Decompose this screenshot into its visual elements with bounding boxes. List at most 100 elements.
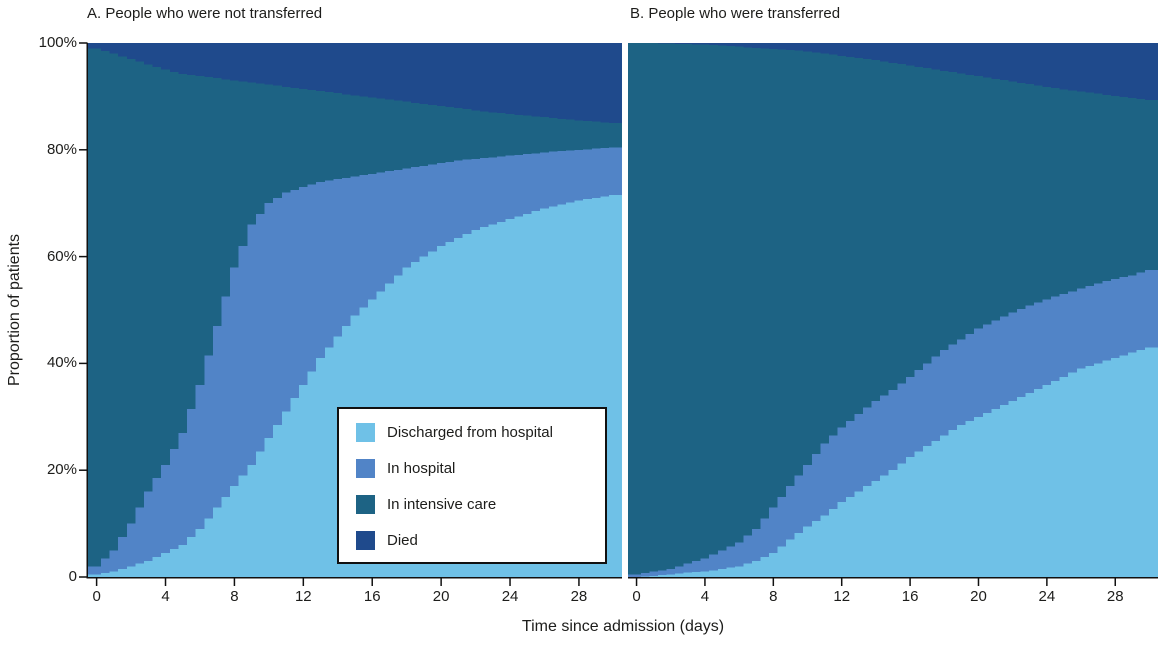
stack-column-segment	[88, 48, 102, 577]
stack-column-segment	[845, 56, 856, 578]
x-tick-label: 4	[161, 588, 170, 605]
stack-column-segment	[683, 572, 693, 577]
stack-column-segment	[743, 535, 753, 577]
legend-swatch-intensive-care	[356, 495, 375, 514]
stack-column-segment	[290, 189, 300, 577]
stack-column-segment	[178, 544, 188, 577]
stack-column-segment	[863, 59, 873, 577]
stack-column-segment	[628, 43, 642, 577]
stack-column-segment	[965, 74, 975, 577]
x-tick-label: 24	[1038, 588, 1056, 605]
stack-column-segment	[709, 45, 719, 578]
stack-column-segment	[1102, 360, 1112, 577]
stack-column-segment	[88, 566, 102, 577]
stack-column-segment	[557, 204, 567, 577]
stack-column-segment	[760, 518, 770, 577]
stack-column-segment	[1034, 388, 1044, 577]
stack-column-segment	[709, 570, 719, 577]
stack-column-segment	[957, 73, 967, 578]
stack-column-segment	[709, 554, 719, 577]
stack-column-segment	[666, 43, 676, 578]
x-tick-label: 12	[833, 588, 851, 605]
stack-column-segment	[734, 566, 744, 577]
stack-column-segment	[1025, 392, 1035, 577]
stack-column-segment	[897, 463, 907, 577]
stack-column-segment	[905, 456, 915, 577]
stack-column-segment	[700, 44, 710, 578]
x-tick-label: 24	[501, 588, 519, 605]
stack-column-segment	[811, 52, 821, 577]
stack-column-segment	[854, 57, 864, 577]
stack-column-segment	[982, 412, 992, 577]
x-tick-label: 20	[970, 588, 987, 605]
stack-column-segment	[299, 384, 309, 577]
stack-column-segment	[574, 200, 584, 577]
stack-column-segment	[888, 62, 898, 578]
stack-column-segment	[1076, 368, 1086, 577]
stack-column-segment	[940, 435, 950, 577]
stack-column-segment	[221, 496, 231, 577]
stack-column-segment	[974, 416, 984, 577]
stack-column-segment	[700, 558, 710, 577]
stack-column-segment	[100, 558, 111, 577]
stack-column-segment	[692, 44, 702, 577]
stack-column-segment	[726, 546, 736, 577]
legend-item: In hospital	[356, 459, 605, 478]
stack-column-segment	[649, 575, 659, 577]
stack-column-segment	[914, 451, 924, 577]
stack-column-segment	[100, 572, 111, 577]
stack-column-segment	[751, 528, 761, 577]
stack-column-segment	[999, 404, 1009, 577]
stack-column-segment	[1110, 358, 1121, 577]
stack-column-segment	[178, 432, 188, 577]
stack-column-segment	[591, 197, 601, 578]
stack-column-segment	[726, 567, 736, 577]
stack-column-segment	[540, 208, 550, 578]
stack-column-segment	[769, 48, 779, 577]
stack-column-segment	[273, 424, 283, 577]
stack-column-segment	[743, 47, 753, 578]
stack-column-segment	[1145, 347, 1158, 577]
stack-column-segment	[109, 550, 119, 577]
stack-column-segment	[803, 526, 813, 577]
stack-column-segment	[522, 213, 533, 577]
stack-column-segment	[290, 398, 300, 577]
stack-column-segment	[974, 76, 984, 577]
stack-column-segment	[135, 61, 145, 577]
stack-column-segment	[828, 435, 838, 577]
stack-column-segment	[583, 199, 593, 577]
stack-column-segment	[649, 571, 659, 577]
x-tick-label: 16	[363, 588, 381, 605]
y-tick-label: 100%	[38, 34, 77, 51]
stack-column-segment	[854, 491, 864, 577]
legend: Discharged from hospital In hospital In …	[337, 407, 607, 564]
stack-column-segment	[931, 69, 941, 578]
stack-column-segment	[566, 202, 576, 578]
stack-column-segment	[1068, 372, 1078, 577]
stack-column-segment	[880, 61, 890, 578]
stack-column-segment	[905, 65, 915, 577]
stack-column-segment	[273, 197, 283, 578]
stack-column-segment	[100, 51, 111, 577]
stack-column-segment	[88, 574, 102, 577]
stack-column-segment	[692, 572, 702, 577]
stack-column-segment	[497, 221, 507, 577]
stack-column-segment	[922, 446, 932, 577]
stack-column-segment	[769, 552, 779, 577]
stack-column-segment	[751, 47, 761, 577]
stack-column-segment	[212, 507, 222, 577]
x-tick-label: 8	[769, 588, 778, 605]
stack-column-segment	[316, 358, 326, 577]
stack-column-segment	[777, 496, 787, 577]
stack-column-segment	[1085, 366, 1095, 577]
stack-column-segment	[957, 424, 967, 577]
stack-column-segment	[204, 77, 214, 578]
x-tick-label: 4	[700, 588, 710, 605]
stack-column-segment	[880, 475, 890, 577]
legend-swatch-died	[356, 531, 375, 550]
stack-column-segment	[1119, 355, 1129, 577]
stack-column-segment	[324, 347, 334, 577]
stack-column-segment	[299, 187, 309, 577]
stack-column-segment	[794, 50, 804, 578]
